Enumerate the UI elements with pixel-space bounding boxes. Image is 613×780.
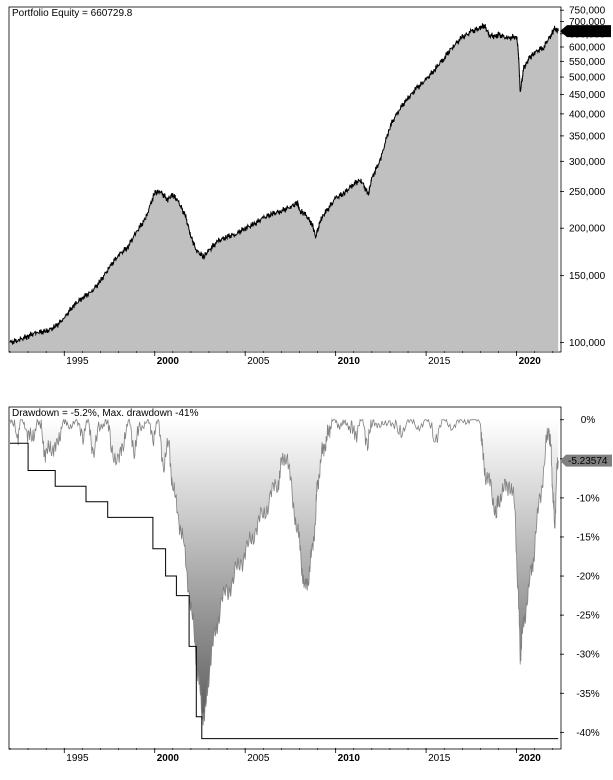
equity-area: [10, 23, 559, 352]
last-value-badge: [560, 25, 611, 38]
equity-last-value-marker: 660,730: [560, 25, 611, 38]
x-tick-label: 2010: [338, 356, 361, 367]
y-tick-label: 0%: [581, 415, 596, 426]
y-tick-label: 100,000: [569, 338, 606, 349]
x-tick-label: 2000: [157, 753, 180, 764]
y-tick-label: 500,000: [569, 73, 606, 84]
y-tick-label: 750,000: [569, 6, 606, 17]
x-tick-label: 2005: [247, 356, 270, 367]
y-tick-label: -10%: [576, 493, 599, 504]
x-tick-label: 2005: [247, 753, 270, 764]
drawdown-line: [9, 418, 559, 726]
x-tick-label: 2020: [519, 753, 542, 764]
y-tick-label: -15%: [576, 532, 599, 543]
max-drawdown-line: [10, 442, 559, 740]
y-tick-label: 450,000: [569, 90, 606, 101]
last-value-label: -5.23574: [568, 456, 608, 467]
x-tick-label: 1995: [66, 356, 89, 367]
y-tick-label: -20%: [576, 572, 599, 583]
y-tick-label: 300,000: [569, 157, 606, 168]
drawdown-plot-frame: [8, 406, 562, 750]
x-tick-label: 1995: [66, 753, 89, 764]
x-tick-label: 2020: [519, 356, 542, 367]
y-tick-label: 200,000: [569, 224, 606, 235]
equity-chart-svg: Portfolio Equity = 660729.8 750,000700,0…: [8, 6, 611, 367]
equity-title: Portfolio Equity = 660729.8: [12, 8, 133, 19]
drawdown-last-value-marker: -5.23574: [560, 454, 612, 467]
y-tick-label: 600,000: [569, 42, 606, 53]
y-tick-label: -40%: [576, 728, 599, 739]
y-tick-label: 150,000: [569, 271, 606, 282]
y-tick-label: 550,000: [569, 57, 606, 68]
drawdown-chart-svg: Drawdown = -5.2%, Max. drawdown -41% 0% -…: [8, 406, 612, 764]
y-tick-label: 400,000: [569, 109, 606, 120]
last-value-label: 660,730: [569, 27, 606, 38]
equity-line: [9, 23, 559, 345]
y-tick-label: -35%: [576, 689, 599, 700]
y-tick-label: 250,000: [569, 187, 606, 198]
drawdown-chart: Drawdown = -5.2%, Max. drawdown -41% 0% -…: [0, 400, 613, 780]
drawdown-area: [10, 419, 559, 726]
x-tick-label: 2015: [428, 753, 451, 764]
y-tick-label: 700,000: [569, 17, 606, 28]
x-tick-label: 2000: [157, 356, 180, 367]
y-tick-label: 350,000: [569, 131, 606, 142]
y-tick-label: -25%: [576, 611, 599, 622]
y-tick-label: -30%: [576, 650, 599, 661]
x-tick-label: 2010: [338, 753, 361, 764]
last-value-badge: [560, 454, 612, 467]
x-tick-label: 2015: [428, 356, 451, 367]
drawdown-title: Drawdown = -5.2%, Max. drawdown -41%: [12, 408, 199, 419]
equity-chart: Portfolio Equity = 660729.8 750,000 700,0…: [0, 0, 613, 368]
